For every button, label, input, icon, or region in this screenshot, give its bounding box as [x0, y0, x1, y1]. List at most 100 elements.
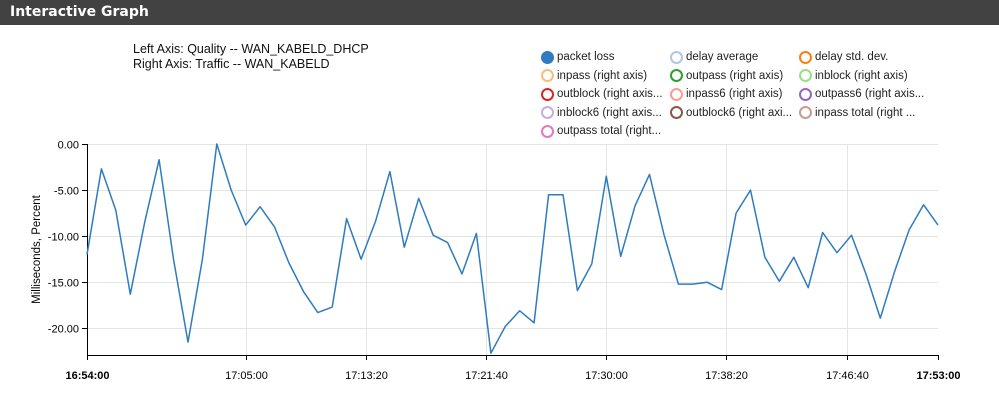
legend-circle-icon: [670, 69, 683, 82]
data-point: [619, 254, 623, 258]
x-tick-label: 17:21:40: [465, 370, 508, 382]
data-point: [114, 208, 118, 212]
legend-label: inpass6 (right axis): [686, 88, 783, 100]
axis-info: Left Axis: Quality -- WAN_KABELD_DHCP Ri…: [133, 42, 369, 72]
legend-item-8[interactable]: outpass6 (right axis...: [799, 86, 924, 102]
legend-label: inpass (right axis): [557, 69, 648, 82]
data-point: [128, 292, 132, 296]
data-point: [749, 188, 753, 192]
data-point: [316, 311, 320, 315]
legend-item-0[interactable]: packet loss: [541, 49, 615, 65]
data-point: [330, 305, 334, 309]
data-point: [474, 231, 478, 235]
legend-label: outblock (right axis...: [557, 88, 663, 100]
data-point: [662, 232, 666, 236]
legend-label: inblock (right axis): [815, 69, 908, 82]
data-point: [922, 203, 926, 207]
data-point: [547, 193, 551, 197]
x-tick-label: 17:13:20: [345, 370, 388, 382]
data-point: [907, 228, 911, 232]
y-tick-label: -20.00: [48, 324, 79, 336]
data-point: [676, 282, 680, 286]
data-point: [244, 223, 248, 227]
legend-circle-icon: [541, 106, 554, 119]
data-point: [417, 196, 421, 200]
data-point: [287, 261, 291, 265]
data-point: [460, 272, 464, 276]
legend-label: delay average: [686, 51, 759, 63]
legend-circle-icon: [670, 50, 683, 64]
legend-label: delay std. dev.: [815, 51, 889, 63]
data-point: [893, 269, 897, 273]
data-point: [215, 142, 219, 146]
data-point: [590, 262, 594, 266]
legend-item-4[interactable]: outpass (right axis): [670, 68, 783, 84]
data-point: [705, 280, 709, 284]
series-line-packet-loss: [86, 143, 939, 354]
data-point: [864, 272, 868, 276]
data-point: [229, 188, 233, 192]
legend-item-12[interactable]: outpass total (right...: [541, 123, 661, 139]
legend-item-1[interactable]: delay average: [670, 49, 758, 65]
data-point: [503, 324, 507, 328]
data-point: [532, 321, 536, 325]
y-tick-label: -15.00: [48, 278, 79, 290]
data-point: [99, 167, 103, 171]
data-point: [157, 158, 161, 162]
legend-item-2[interactable]: delay std. dev.: [799, 49, 888, 65]
data-point: [734, 211, 738, 215]
data-point: [431, 233, 435, 237]
legend-item-5[interactable]: inblock (right axis): [799, 68, 908, 84]
data-point: [143, 220, 147, 224]
y-tick-label: 0.00: [58, 140, 79, 152]
data-point: [806, 286, 810, 290]
x-tick-label: 17:05:00: [225, 370, 268, 382]
x-tick-label: 17:30:00: [585, 370, 628, 382]
legend-circle-icon: [670, 106, 683, 119]
legend-label: outblock6 (right axi...: [686, 106, 793, 119]
data-point: [273, 225, 277, 229]
data-point: [648, 172, 652, 176]
legend-label: outpass6 (right axis...: [815, 88, 925, 100]
data-point: [388, 170, 392, 174]
y-tick-label: -10.00: [48, 232, 79, 244]
right-axis-info: Right Axis: Traffic -- WAN_KABELD: [133, 57, 330, 71]
data-point: [936, 223, 940, 227]
legend-label: outpass (right axis): [686, 69, 784, 82]
data-point: [446, 241, 450, 245]
legend-label: inblock6 (right axis...: [557, 106, 662, 119]
legend-label: inpass total (right ...: [815, 106, 916, 119]
legend-circle-icon: [799, 106, 812, 119]
data-point: [172, 257, 176, 261]
data-point: [821, 231, 825, 235]
data-point: [374, 219, 378, 223]
legend-circle-icon: [541, 87, 554, 101]
legend-item-9[interactable]: inblock6 (right axis...: [541, 105, 662, 121]
legend-circle-icon: [541, 50, 554, 64]
data-point: [633, 204, 637, 208]
data-point: [518, 309, 522, 313]
data-point: [345, 217, 349, 221]
legend-item-7[interactable]: inpass6 (right axis): [670, 86, 783, 102]
data-point: [85, 253, 89, 257]
data-point: [301, 289, 305, 293]
data-point: [561, 193, 565, 197]
data-point: [604, 174, 608, 178]
y-axis-title: Milliseconds, Percent: [31, 194, 43, 303]
legend-circle-icon: [541, 69, 554, 82]
legend-item-11[interactable]: inpass total (right ...: [799, 105, 915, 121]
legend-item-10[interactable]: outblock6 (right axi...: [670, 105, 792, 121]
left-axis-info: Left Axis: Quality -- WAN_KABELD_DHCP: [133, 42, 369, 56]
data-point: [258, 205, 262, 209]
legend-item-6[interactable]: outblock (right axis...: [541, 86, 662, 102]
data-point: [186, 340, 190, 344]
data-point: [402, 245, 406, 249]
x-tick-label: 17:53:00: [916, 370, 960, 382]
data-point: [575, 289, 579, 293]
data-point: [720, 288, 724, 292]
legend-item-3[interactable]: inpass (right axis): [541, 68, 647, 84]
x-tick-label: 16:54:00: [65, 370, 109, 382]
data-point: [200, 257, 204, 261]
legend-circle-icon: [799, 87, 812, 101]
panel-header: Interactive Graph: [0, 0, 999, 25]
